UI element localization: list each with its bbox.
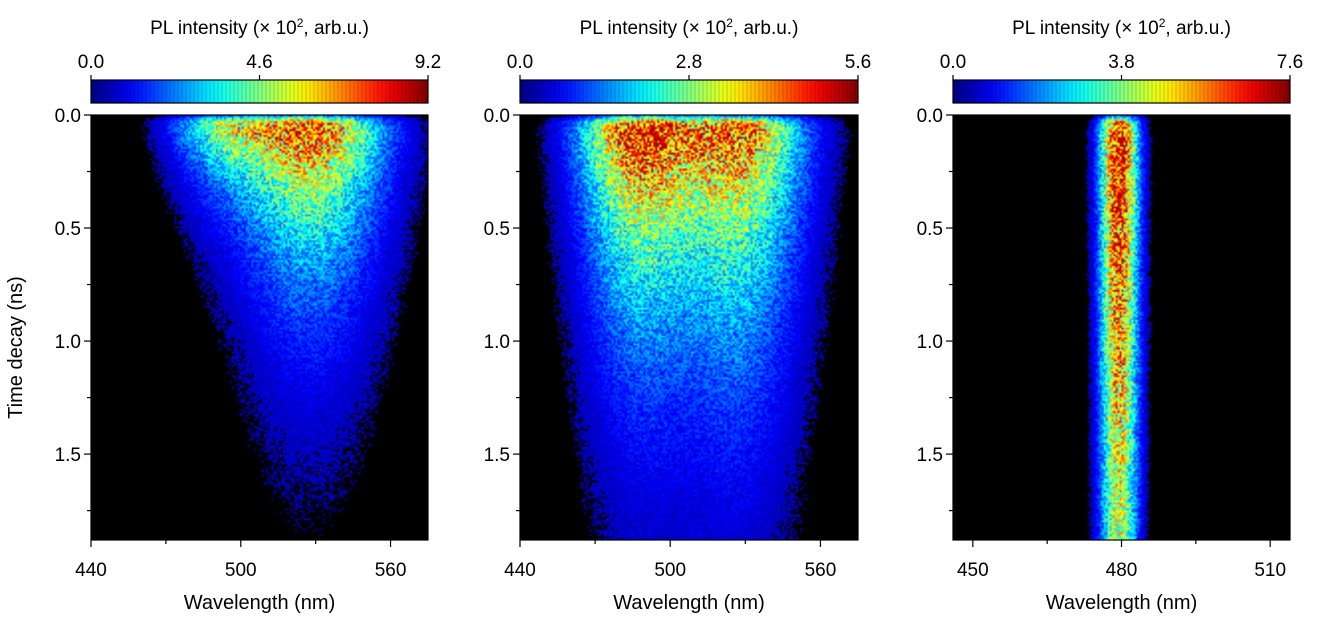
heatmap-image [91, 115, 428, 540]
y-tick-label: 1.5 [484, 445, 510, 466]
colorbar-title-text: PL intensity (× 10 [150, 18, 297, 39]
x-tick-label: 440 [75, 560, 107, 581]
colorbar-title-superscript: 2 [1159, 16, 1166, 30]
colorbar-tick-label: 4.6 [246, 52, 272, 73]
colorbar [520, 80, 858, 103]
colorbar-tick-label: 3.8 [1108, 52, 1134, 73]
colorbar-tick-label: 5.6 [845, 52, 871, 73]
x-tick-label: 500 [654, 560, 686, 581]
x-axis-label: Wavelength (nm) [1046, 592, 1198, 614]
colorbar-title-text: PL intensity (× 10 [580, 18, 727, 39]
heatmap-image [520, 115, 858, 540]
x-axis-label: Wavelength (nm) [613, 592, 765, 614]
colorbar-title-superscript: 2 [726, 16, 733, 30]
colorbar-title-superscript: 2 [297, 16, 304, 30]
x-tick-label: 450 [957, 560, 989, 581]
y-tick-label: 0.0 [917, 106, 943, 127]
x-axis-label: Wavelength (nm) [184, 592, 336, 614]
colorbar-title: PL intensity (× 102, arb.u.) [580, 16, 799, 39]
y-tick-label: 0.0 [55, 106, 81, 127]
x-tick-label: 480 [1106, 560, 1138, 581]
colorbar-title-suffix: , arb.u.) [1165, 18, 1230, 39]
colorbar-title-text: PL intensity (× 10 [1012, 18, 1159, 39]
colorbar-tick-label: 2.8 [676, 52, 702, 73]
y-tick-label: 1.0 [917, 332, 943, 353]
colorbar [91, 80, 428, 103]
heatmap-image [953, 115, 1290, 540]
colorbar-tick-label: 9.2 [415, 52, 441, 73]
x-tick-label: 560 [805, 560, 837, 581]
x-tick-label: 510 [1254, 560, 1286, 581]
y-tick-label: 0.0 [484, 106, 510, 127]
colorbar [953, 80, 1290, 103]
y-tick-label: 1.0 [55, 332, 81, 353]
x-tick-label: 440 [504, 560, 536, 581]
y-tick-label: 0.5 [55, 219, 81, 240]
y-tick-label: 0.5 [917, 219, 943, 240]
colorbar-title: PL intensity (× 102, arb.u.) [150, 16, 369, 39]
colorbar-title-suffix: , arb.u.) [733, 18, 798, 39]
panel-1: PL intensity (× 102, arb.u.) 0.0 4.6 9.2 440… [5, 16, 441, 614]
plot-frame [90, 114, 429, 541]
panel-3: PL intensity (× 102, arb.u.) 0.0 3.8 7.6 450… [917, 16, 1304, 614]
colorbar-tick-label: 7.6 [1277, 52, 1303, 73]
y-tick-label: 1.0 [484, 332, 510, 353]
plot-frame [519, 114, 859, 541]
y-tick-label: 1.5 [55, 445, 81, 466]
colorbar-tick-label: 0.0 [507, 52, 533, 73]
colorbar-title: PL intensity (× 102, arb.u.) [1012, 16, 1231, 39]
y-tick-label: 0.5 [484, 219, 510, 240]
y-tick-label: 1.5 [917, 445, 943, 466]
x-tick-label: 500 [225, 560, 257, 581]
x-tick-label: 560 [375, 560, 407, 581]
colorbar-title-suffix: , arb.u.) [303, 18, 368, 39]
colorbar-tick-label: 0.0 [78, 52, 104, 73]
panel-2: PL intensity (× 102, arb.u.) 0.0 2.8 5.6 440… [484, 16, 872, 614]
y-axis-label: Time decay (ns) [5, 276, 27, 419]
colorbar-tick-label: 0.0 [940, 52, 966, 73]
